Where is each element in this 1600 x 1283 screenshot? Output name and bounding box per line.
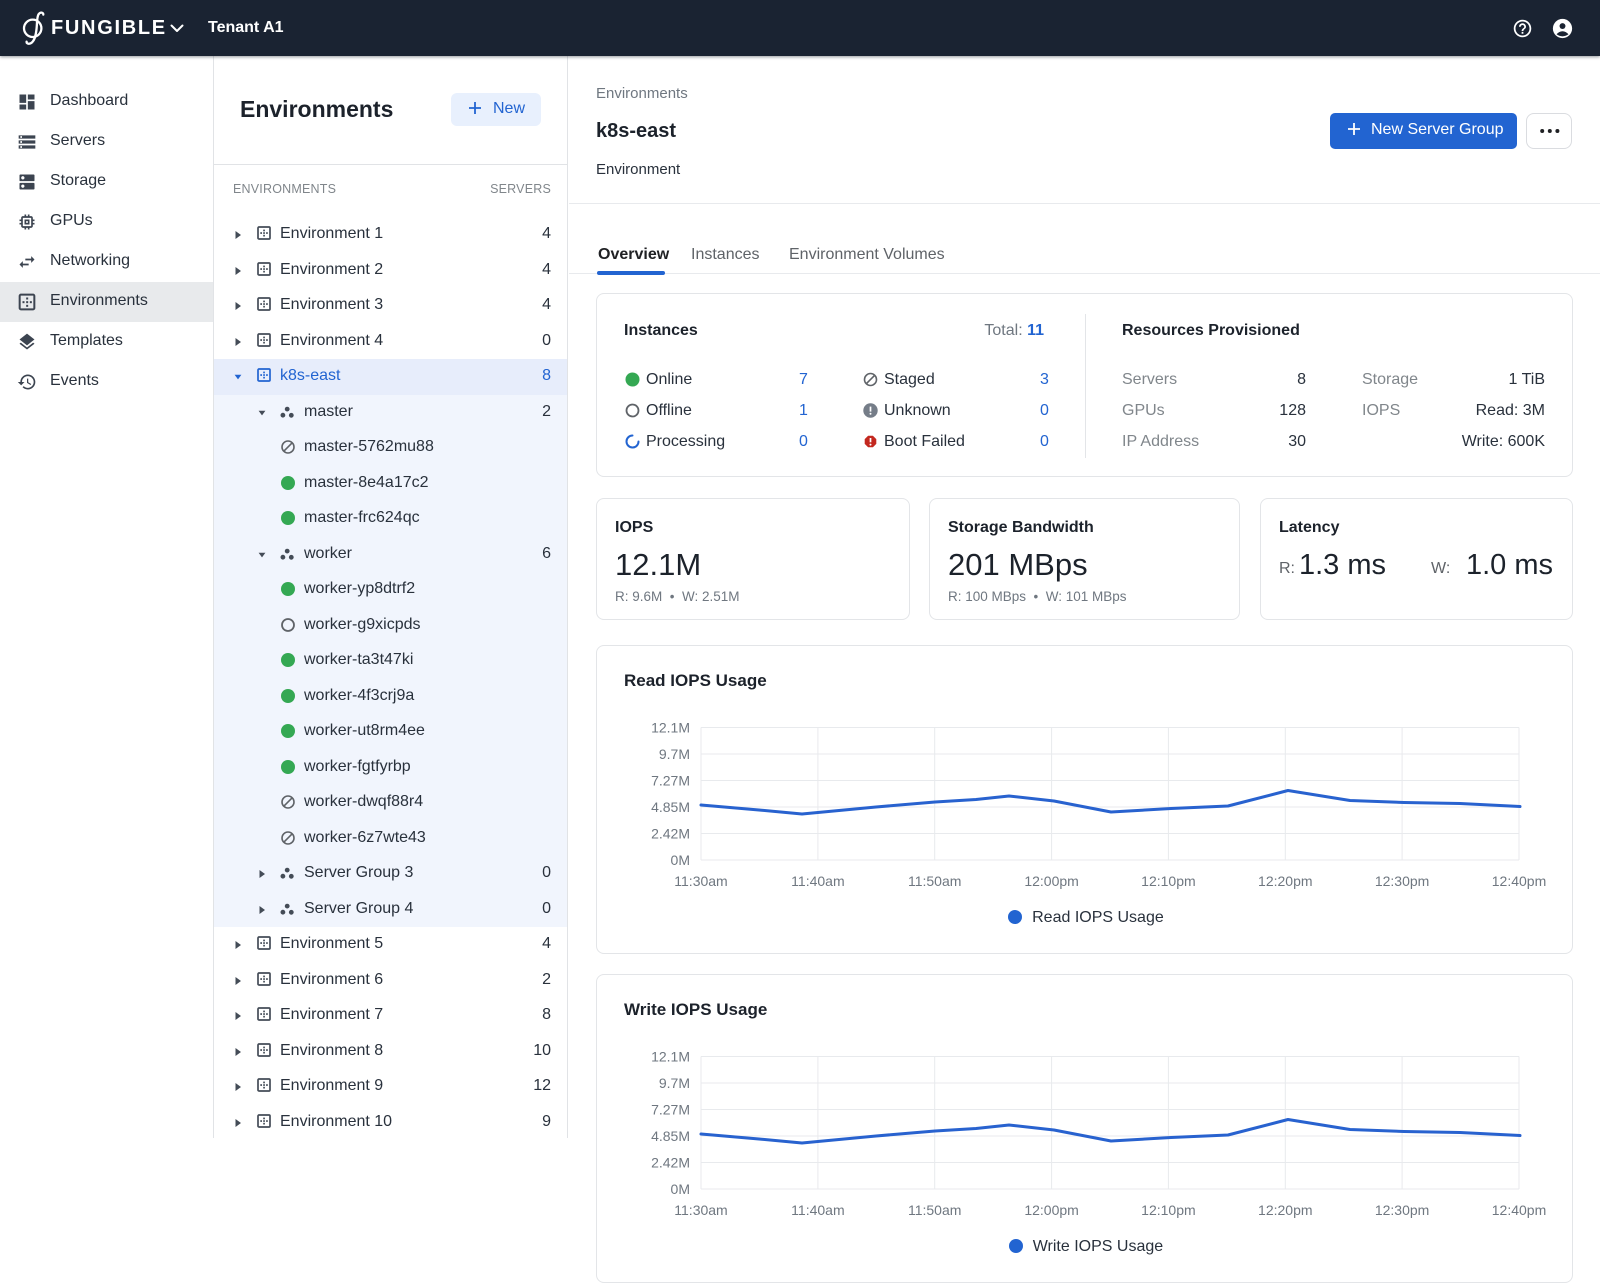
svg-text:12:30pm: 12:30pm [1375,1202,1429,1218]
svg-text:12:10pm: 12:10pm [1141,873,1195,889]
svg-text:12:40pm: 12:40pm [1492,873,1546,889]
svg-text:12:10pm: 12:10pm [1141,1202,1195,1218]
svg-text:12:00pm: 12:00pm [1024,873,1078,889]
svg-text:0M: 0M [671,852,690,868]
svg-text:11:30am: 11:30am [674,1202,727,1218]
svg-text:11:30am: 11:30am [674,873,727,889]
svg-text:11:40am: 11:40am [791,873,844,889]
svg-text:2.42M: 2.42M [651,1155,690,1171]
svg-text:2.42M: 2.42M [651,826,690,842]
svg-text:12.1M: 12.1M [651,1049,690,1065]
svg-text:7.27M: 7.27M [651,1102,690,1118]
svg-text:12:20pm: 12:20pm [1258,873,1312,889]
svg-text:12.1M: 12.1M [651,720,690,736]
svg-text:11:50am: 11:50am [908,873,961,889]
svg-text:0M: 0M [671,1181,690,1197]
svg-text:9.7M: 9.7M [659,1075,690,1091]
svg-text:4.85M: 4.85M [651,1128,690,1144]
svg-text:11:40am: 11:40am [791,1202,844,1218]
svg-text:7.27M: 7.27M [651,773,690,789]
svg-text:12:20pm: 12:20pm [1258,1202,1312,1218]
svg-text:9.7M: 9.7M [659,746,690,762]
svg-text:11:50am: 11:50am [908,1202,961,1218]
svg-text:4.85M: 4.85M [651,799,690,815]
svg-text:12:00pm: 12:00pm [1024,1202,1078,1218]
svg-text:12:40pm: 12:40pm [1492,1202,1546,1218]
svg-text:12:30pm: 12:30pm [1375,873,1429,889]
